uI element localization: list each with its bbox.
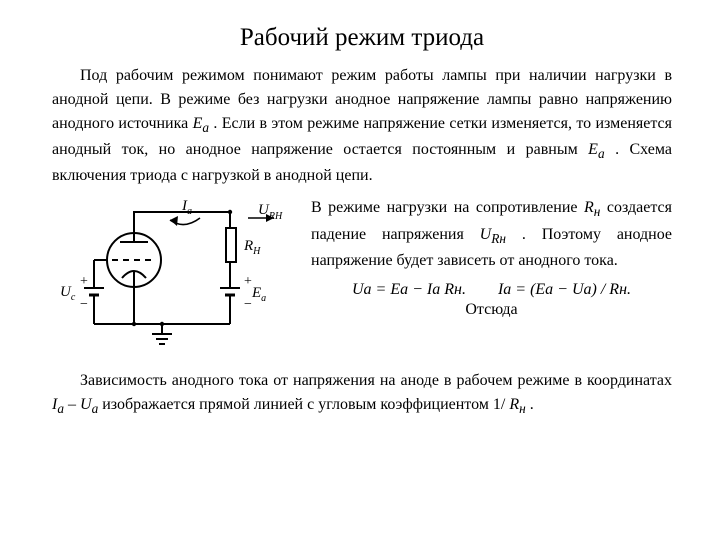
sym-Ea2: Eа [588,141,604,158]
bottom-paragraph: Зависимость анодного тока от напряжения … [52,369,672,419]
sym-Ia: Iа [52,396,64,413]
otsyuda-label: Отсюда [311,301,672,319]
sym-URn: URн [480,226,506,243]
equation-1: Uа = Eа − Iа Rн. Iа = (Eа − Uа) / Rн. [311,281,672,299]
side-a: В режиме нагрузки на сопротивление [311,199,584,216]
svg-text:Ia: Ia [181,198,192,217]
para2-a: Зависимость анодного тока от напряжения … [80,372,672,389]
svg-text:+: + [244,274,252,289]
para2-period: . [530,396,534,413]
side-paragraph: В режиме нагрузки на сопротивление Rн со… [311,196,672,272]
sym-Ea1: Eа [193,115,209,132]
svg-text:Ea: Ea [251,285,266,304]
page-title: Рабочий режим триода [52,24,672,52]
circuit-diagram: + − + − Uc Ia URH RH Ea [52,196,297,361]
sym-Ua: Uа [80,396,98,413]
dash: – [68,396,80,413]
svg-text:RH: RH [243,238,261,257]
svg-text:−: − [244,297,252,312]
svg-text:−: − [80,297,88,312]
sym-Rn2: Rн [509,396,525,413]
svg-text:Uc: Uc [60,284,76,303]
sym-Rn: Rн [584,199,600,216]
intro-paragraph: Под рабочим режимом понимают режим работ… [52,64,672,188]
svg-text:+: + [80,274,88,289]
svg-text:URH: URH [258,202,283,222]
para2-b: изображается прямой линией с угловым коэ… [102,396,509,413]
